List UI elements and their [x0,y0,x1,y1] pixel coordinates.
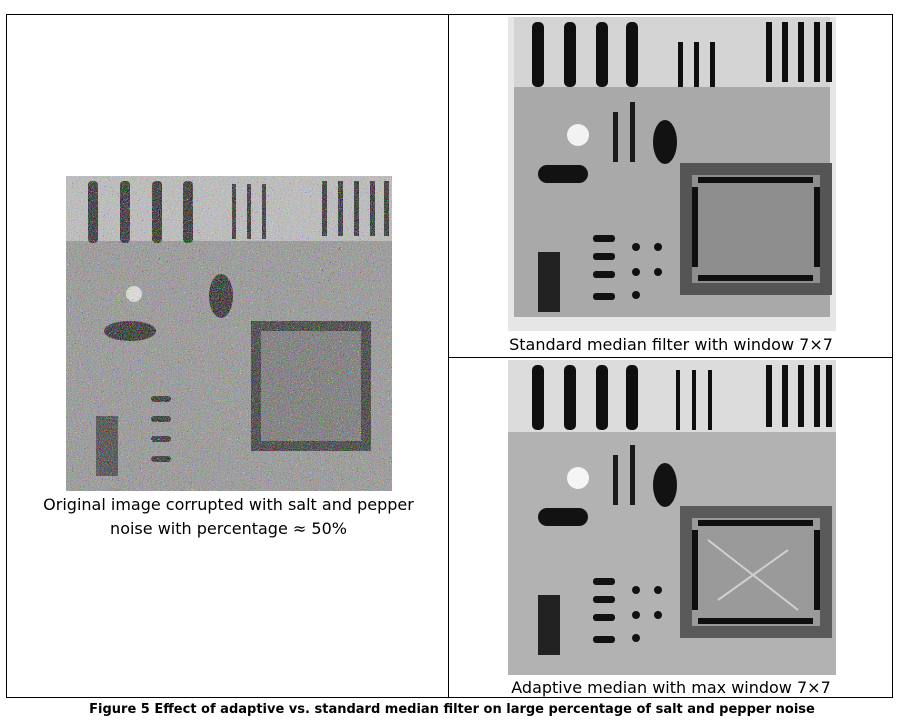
noisy-image-caption-line1: Original image corrupted with salt and p… [43,495,414,514]
noisy-image-caption-line2: noise with percentage ≈ 50% [110,519,347,538]
noisy-circuit-image [66,176,392,491]
standard-median-image [508,17,836,331]
figure-table [6,14,893,698]
adaptive-median-caption: Adaptive median with max window 7×7 [511,678,831,697]
table-divider-vertical [448,14,449,698]
figure-caption: Figure 5 Effect of adaptive vs. standard… [89,702,815,717]
standard-median-caption: Standard median filter with window 7×7 [509,335,833,354]
table-divider-horizontal [448,357,893,358]
adaptive-median-image [508,360,836,675]
